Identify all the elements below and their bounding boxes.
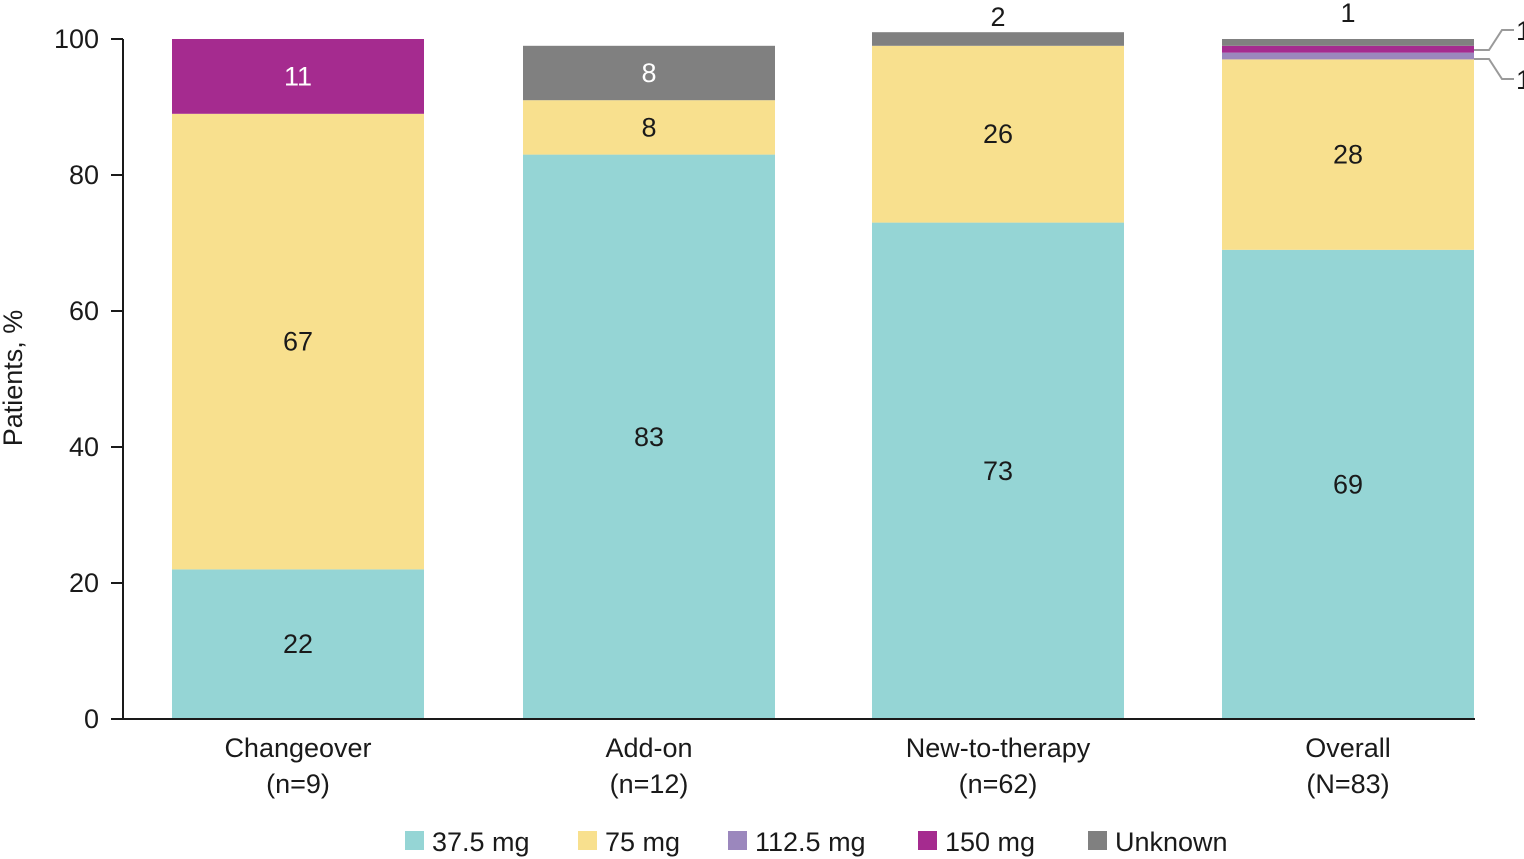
axes-group: 0 20 40 60 80 100 Changeover (n=9) Add-on (n=12) N… <box>54 24 1475 799</box>
data-label: 28 <box>1333 140 1363 170</box>
bar-segment-150-mg-changeover <box>172 39 424 114</box>
x-category-n-label: (N=83) <box>1306 769 1389 799</box>
data-label: 8 <box>641 112 656 142</box>
callout-line-150mg <box>1474 29 1514 51</box>
bar-segment-unknown-add-on <box>523 45 775 101</box>
legend-swatch <box>1088 831 1107 850</box>
legend: 37.5 mg 75 mg 112.5 mg 150 mg Unknown <box>405 827 1228 857</box>
bar-segment-unknown-new-to-therapy <box>872 32 1124 46</box>
y-tick-label: 80 <box>69 160 99 190</box>
y-axis-title: Patients, % <box>0 310 28 447</box>
callout-line-112-5mg <box>1474 58 1514 80</box>
bar-segment-75-mg-changeover <box>172 113 424 570</box>
legend-label: 37.5 mg <box>432 827 530 857</box>
data-label: 69 <box>1333 469 1363 499</box>
bar-segment-150-mg-overall <box>1222 45 1474 53</box>
data-label: 26 <box>983 119 1013 149</box>
data-label-unknown-overall: 1 <box>1340 0 1355 28</box>
legend-swatch <box>578 831 597 850</box>
bar-segment-75-mg-new-to-therapy <box>872 45 1124 223</box>
data-label-112-5mg-overall: 1 <box>1516 65 1524 95</box>
legend-swatch <box>918 831 937 850</box>
data-label: 22 <box>283 629 313 659</box>
data-label-unknown-new-to-therapy: 2 <box>990 2 1005 32</box>
x-category-label: Add-on <box>605 733 692 763</box>
x-category-label: Changeover <box>224 733 371 763</box>
data-label: 83 <box>634 422 664 452</box>
legend-label: 150 mg <box>945 827 1035 857</box>
legend-label: Unknown <box>1115 827 1228 857</box>
y-tick-label: 100 <box>54 24 99 54</box>
legend-swatch <box>405 831 424 850</box>
y-tick-label: 60 <box>69 296 99 326</box>
x-category-label: New-to-therapy <box>906 733 1091 763</box>
bar-segment-75-mg-add-on <box>523 100 775 155</box>
x-category-n-label: (n=62) <box>959 769 1038 799</box>
legend-label: 112.5 mg <box>755 827 866 857</box>
bar-segment-unknown-overall <box>1222 39 1474 46</box>
bar-segment-112-5-mg-overall <box>1222 52 1474 60</box>
bar-segment-37-5-mg-new-to-therapy <box>872 222 1124 719</box>
data-label: 67 <box>283 327 313 357</box>
x-category-n-label: (n=12) <box>610 769 689 799</box>
bar-segment-75-mg-overall <box>1222 59 1474 250</box>
x-category-n-label: (n=9) <box>266 769 330 799</box>
bars-group <box>172 32 1474 720</box>
x-category-label: Overall <box>1305 733 1391 763</box>
bar-segment-37-5-mg-changeover <box>172 569 424 719</box>
y-tick-label: 40 <box>69 432 99 462</box>
legend-swatch <box>728 831 747 850</box>
legend-label: 75 mg <box>605 827 680 857</box>
data-label: 11 <box>284 61 312 91</box>
bar-segment-37-5-mg-overall <box>1222 249 1474 720</box>
y-tick-label: 0 <box>84 704 99 734</box>
bar-segment-37-5-mg-add-on <box>523 154 775 720</box>
y-tick-label: 20 <box>69 568 99 598</box>
data-label: 73 <box>983 456 1013 486</box>
data-label: 8 <box>641 58 656 88</box>
data-label-150mg-overall: 1 <box>1516 16 1524 46</box>
